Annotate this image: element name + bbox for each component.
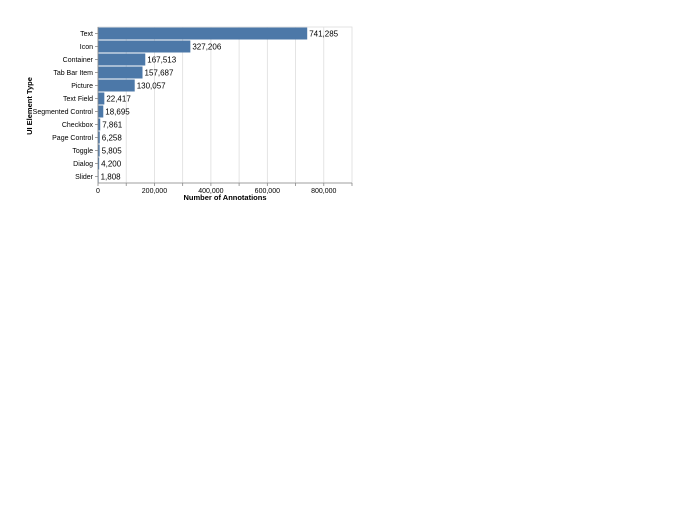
bar-picture bbox=[98, 79, 135, 92]
value-label: 7,861 bbox=[102, 121, 123, 130]
category-label: Page Control bbox=[52, 135, 93, 142]
value-label: 5,805 bbox=[102, 147, 123, 156]
x-tick-label: 400,000 bbox=[198, 188, 223, 195]
bar-tab-bar-item bbox=[98, 66, 143, 79]
value-label: 130,057 bbox=[137, 82, 166, 91]
category-label: Toggle bbox=[72, 148, 93, 155]
value-label: 741,285 bbox=[309, 30, 338, 39]
bar-icon bbox=[98, 40, 191, 53]
value-label: 327,206 bbox=[192, 43, 221, 52]
y-axis-title: UI Element Type bbox=[25, 77, 34, 135]
value-label: 22,417 bbox=[106, 95, 131, 104]
bar-checkbox bbox=[98, 118, 101, 131]
x-tick-label: 800,000 bbox=[311, 188, 336, 195]
x-tick-label: 600,000 bbox=[255, 188, 280, 195]
bar-page-control bbox=[98, 131, 100, 144]
x-axis-title: Number of Annotations bbox=[183, 193, 266, 202]
value-label: 157,687 bbox=[145, 69, 174, 78]
x-tick-label: 0 bbox=[96, 188, 100, 195]
category-label: Slider bbox=[75, 174, 94, 181]
x-tick-label: 200,000 bbox=[142, 188, 167, 195]
bar-text bbox=[98, 27, 308, 40]
bar-text-field bbox=[98, 92, 105, 105]
value-label: 18,695 bbox=[105, 108, 130, 117]
axis-layer: Text Icon Container Tab Bar Item Picture Text… bbox=[33, 27, 353, 195]
category-label: Picture bbox=[71, 83, 93, 90]
category-label: Dialog bbox=[73, 161, 93, 168]
category-label: Segmented Control bbox=[33, 109, 94, 116]
value-label: 6,258 bbox=[102, 134, 123, 143]
category-label: Text bbox=[80, 31, 93, 38]
value-label: 4,200 bbox=[101, 160, 122, 169]
bar-dialog bbox=[98, 157, 100, 170]
category-label: Container bbox=[63, 57, 94, 64]
bar-toggle bbox=[98, 144, 100, 157]
category-label: Icon bbox=[80, 44, 93, 51]
category-label: Checkbox bbox=[62, 122, 94, 129]
bar-container bbox=[98, 53, 146, 66]
value-label: 1,808 bbox=[101, 173, 122, 182]
bars-layer: 741,285 327,206 167,513 157,687 130,057 22,41… bbox=[98, 27, 339, 183]
category-label: Text Field bbox=[63, 96, 93, 103]
value-label: 167,513 bbox=[147, 56, 176, 65]
category-label: Tab Bar Item bbox=[53, 70, 93, 77]
bar-segmented-control bbox=[98, 105, 104, 118]
